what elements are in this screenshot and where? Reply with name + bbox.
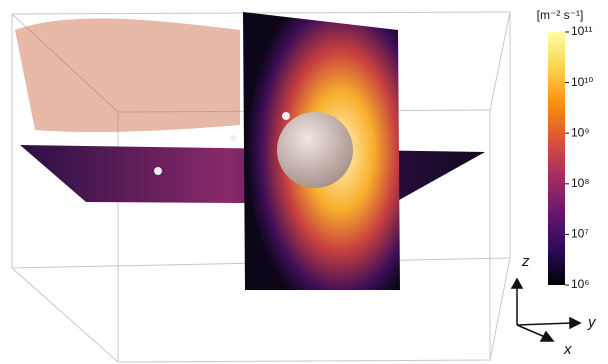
moon (282, 112, 290, 120)
tick-label: 10⁷ (571, 227, 589, 241)
y-arrow (516, 322, 573, 326)
planet (277, 112, 353, 188)
particle-cloud (15, 18, 240, 133)
box-edge (11, 13, 119, 113)
tick-label: 10⁹ (571, 125, 590, 139)
y-label: y (587, 314, 597, 331)
tick-label: 10¹¹ (571, 24, 592, 38)
tick-label: 10⁶ (571, 277, 589, 291)
colorbar (548, 32, 565, 285)
x-arrowhead (539, 330, 555, 342)
moon (230, 135, 236, 141)
moon (154, 167, 162, 175)
colorbar-unit: [m⁻² s⁻¹] (537, 8, 584, 22)
box-edge (489, 11, 511, 111)
z-label: z (521, 253, 530, 270)
z-arrowhead (510, 277, 524, 289)
x-label: x (563, 341, 572, 358)
x-arrow (516, 324, 546, 338)
y-arrowhead (569, 316, 582, 330)
tick-label: 10⁸ (571, 176, 589, 190)
tick-label: 10¹⁰ (571, 75, 593, 89)
axis-triad (510, 277, 582, 342)
